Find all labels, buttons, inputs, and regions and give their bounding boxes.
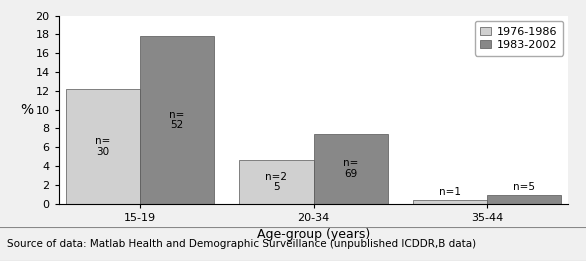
Text: n=
69: n= 69	[343, 158, 358, 179]
Bar	[239, 160, 314, 204]
Text: n=
30: n= 30	[95, 136, 110, 157]
Bar	[139, 36, 214, 204]
Bar	[488, 195, 561, 204]
Y-axis label: %: %	[21, 103, 33, 117]
Bar	[413, 200, 488, 204]
Text: n=2
5: n=2 5	[265, 171, 287, 192]
Text: Source of data: Matlab Health and Demographic Surveillance (unpublished ICDDR,B : Source of data: Matlab Health and Demogr…	[7, 239, 476, 249]
Text: n=
52: n= 52	[169, 110, 185, 130]
Text: n=5: n=5	[513, 182, 536, 192]
Bar	[314, 134, 388, 204]
X-axis label: Age-group (years): Age-group (years)	[257, 228, 370, 241]
Legend: 1976-1986, 1983-2002: 1976-1986, 1983-2002	[475, 21, 563, 56]
Text: n=1: n=1	[440, 187, 461, 197]
Bar	[66, 89, 139, 204]
